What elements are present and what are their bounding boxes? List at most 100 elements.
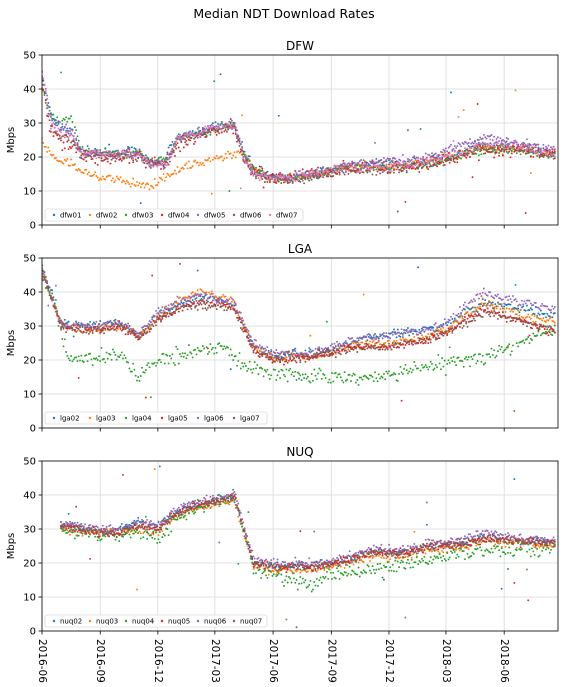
data-point [534, 149, 537, 152]
data-point [49, 115, 52, 118]
data-point [99, 320, 102, 322]
data-point [204, 125, 207, 128]
data-point [494, 356, 497, 359]
data-point [446, 362, 449, 365]
data-point [427, 161, 430, 164]
data-point [352, 169, 355, 172]
data-point [536, 314, 539, 317]
data-point [193, 137, 195, 140]
data-point [396, 379, 399, 382]
data-point [403, 346, 406, 349]
data-point [125, 156, 128, 159]
data-point [366, 166, 369, 168]
data-point [550, 316, 552, 319]
data-point [461, 319, 464, 322]
data-point [236, 364, 238, 367]
data-point [160, 177, 162, 180]
data-point [507, 345, 509, 348]
data-point [160, 311, 162, 314]
data-point [260, 176, 263, 179]
data-point [428, 159, 431, 162]
data-point [223, 345, 226, 348]
data-point [412, 156, 414, 159]
data-point [175, 345, 178, 348]
data-point [99, 332, 102, 335]
data-point [493, 156, 496, 159]
data-point [228, 127, 231, 130]
data-point [75, 356, 78, 359]
data-point [526, 315, 528, 318]
data-point [374, 332, 376, 335]
data-point [393, 168, 395, 171]
data-point [381, 337, 384, 340]
data-point [61, 122, 64, 125]
data-point [490, 146, 493, 149]
data-point [89, 324, 92, 327]
data-point [346, 164, 349, 167]
data-point [47, 287, 50, 290]
data-point [89, 154, 92, 157]
data-point [372, 380, 375, 383]
data-point [147, 160, 150, 163]
data-point [493, 142, 496, 145]
data-point [136, 160, 138, 163]
data-point [439, 161, 442, 164]
data-point [509, 156, 512, 159]
data-point [151, 274, 154, 277]
data-point [527, 144, 530, 146]
data-point [480, 360, 483, 363]
data-point [185, 131, 188, 134]
data-point [494, 146, 497, 149]
data-point [134, 158, 137, 161]
data-point [482, 287, 485, 290]
data-point [406, 129, 409, 132]
data-point [439, 368, 442, 371]
data-point [96, 176, 99, 179]
data-point [319, 369, 322, 372]
data-point [124, 182, 127, 185]
data-point [537, 312, 540, 315]
data-point [101, 328, 104, 331]
data-point [294, 179, 297, 182]
data-point [203, 164, 206, 167]
data-point [206, 159, 209, 161]
data-point [458, 143, 461, 146]
data-point [342, 343, 345, 346]
data-point [84, 326, 87, 329]
data-point [343, 371, 346, 374]
data-point [453, 320, 456, 323]
data-point [98, 355, 100, 358]
data-point [493, 149, 496, 152]
data-point [501, 144, 504, 147]
data-point [237, 137, 240, 140]
data-point [548, 328, 551, 331]
data-point [109, 353, 112, 356]
data-point [367, 164, 370, 167]
data-point [526, 148, 528, 151]
data-point [196, 289, 199, 292]
data-point [143, 162, 146, 165]
data-point [92, 328, 95, 331]
data-point [496, 350, 499, 353]
data-point [147, 183, 150, 186]
data-point [249, 368, 252, 371]
data-point [425, 165, 428, 168]
data-point [104, 178, 107, 181]
data-point [79, 325, 81, 328]
data-point [394, 165, 397, 168]
data-point [249, 173, 252, 176]
data-point [398, 158, 401, 161]
data-point [532, 149, 535, 152]
data-point [448, 362, 451, 364]
data-point [53, 307, 56, 309]
data-point [442, 161, 445, 164]
data-point [336, 173, 338, 176]
data-point [104, 151, 107, 154]
data-point [251, 170, 254, 173]
data-point [186, 136, 189, 139]
data-point [104, 153, 107, 156]
data-point [324, 347, 327, 349]
data-point [82, 361, 85, 363]
data-point [247, 163, 250, 166]
data-point [470, 355, 473, 358]
